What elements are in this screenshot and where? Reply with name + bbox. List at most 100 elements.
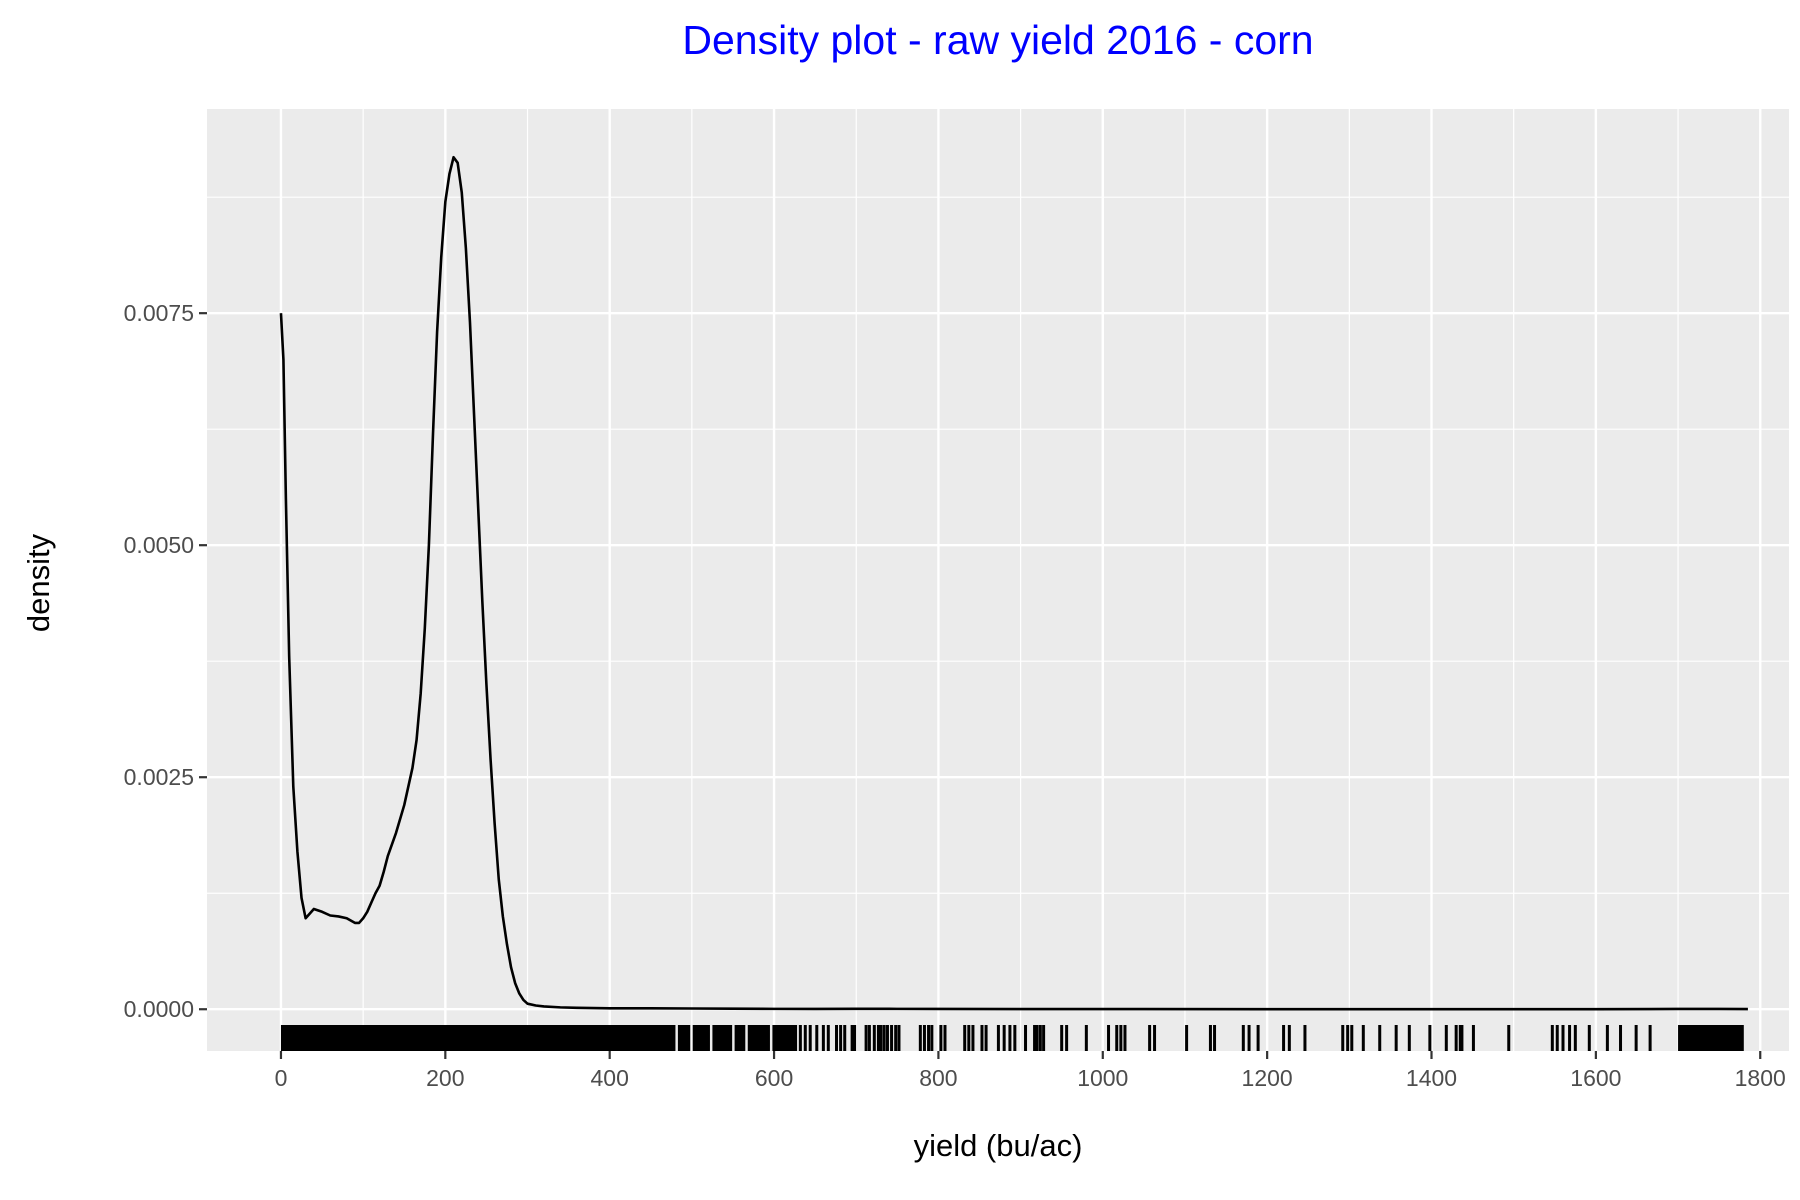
rug-tick [1282,1025,1286,1051]
rug-tick [1084,1025,1088,1051]
rug-tick [1185,1025,1189,1051]
rug-tick [927,1025,931,1051]
rug-tick [1394,1025,1398,1051]
rug-tick [1361,1025,1365,1051]
rug-tick [971,1025,975,1051]
y-axis-title: density [21,533,56,632]
rug-tick [1378,1025,1382,1051]
rug-tick [1587,1025,1591,1051]
rug-tick [918,1025,922,1051]
rug-tick [1002,1025,1006,1051]
x-tick-label: 600 [755,1065,793,1091]
x-axis-title: yield (bu/ac) [914,1128,1083,1163]
rug-tick [897,1025,901,1051]
rug-tick [1287,1025,1291,1051]
rug-band [712,1025,733,1051]
y-tick-label: 0.0050 [124,532,194,558]
rug-tick [798,1025,802,1051]
rug-tick [1241,1025,1245,1051]
chart-title: Density plot - raw yield 2016 - corn [682,17,1313,63]
rug-band [280,1025,676,1051]
rug-tick [1605,1025,1609,1051]
rug-tick [1454,1025,1458,1051]
rug-tick [922,1025,926,1051]
rug-tick [1507,1025,1511,1051]
rug-tick [1042,1025,1046,1051]
rug-tick [1555,1025,1559,1051]
rug-tick [1148,1025,1152,1051]
rug-tick [839,1025,843,1051]
rug-tick [885,1025,889,1051]
rug-band [692,1025,710,1051]
rug-tick [894,1025,898,1051]
plot-panel [207,109,1789,1051]
rug-tick [803,1025,807,1051]
x-tick-label: 1000 [1077,1065,1128,1091]
rug-tick [1060,1025,1064,1051]
rug-tick [980,1025,984,1051]
rug-tick [826,1025,830,1051]
x-tick-label: 1400 [1406,1065,1457,1091]
rug-tick [984,1025,988,1051]
rug-tick [1256,1025,1260,1051]
rug-tick [1350,1025,1354,1051]
x-tick-label: 200 [426,1065,464,1091]
y-tick-label: 0.0000 [124,996,194,1022]
rug-tick [1573,1025,1577,1051]
rug-tick [996,1025,1000,1051]
rug-tick [939,1025,943,1051]
density-line [279,155,1748,1011]
x-tick-label: 1200 [1242,1065,1293,1091]
rug-tick [1035,1025,1039,1051]
x-tick-label: 1600 [1570,1065,1621,1091]
rug-tick [815,1025,819,1051]
panel-background [207,109,1789,1051]
rug-tick [850,1025,854,1051]
rug-tick [843,1025,847,1051]
rug-tick [876,1025,880,1051]
rug-tick [1471,1025,1475,1051]
rug-band [772,1025,798,1051]
rug-band [747,1025,770,1051]
axes: 0 200 400 600 800 1000 1200 1400 1600 1800 0.0000 0… [124,300,1786,1091]
rug-tick [967,1025,971,1051]
x-tick-label: 800 [919,1065,957,1091]
rug-tick [943,1025,947,1051]
y-tick-label: 0.0075 [124,300,194,326]
rug-tick [853,1025,857,1051]
rug-marks [280,1025,1744,1051]
rug-tick [821,1025,825,1051]
rug-tick [1107,1025,1111,1051]
rug-tick [1444,1025,1448,1051]
rug-tick [1153,1025,1157,1051]
rug-tick [1568,1025,1572,1051]
rug-band [734,1025,746,1051]
rug-tick [1460,1025,1464,1051]
rug-tick [864,1025,868,1051]
rug-tick [1648,1025,1652,1051]
grid-lines [207,109,1789,1051]
rug-tick [1458,1025,1462,1051]
rug-tick [1561,1025,1565,1051]
rug-tick [1013,1025,1017,1051]
rug-tick [1038,1025,1042,1051]
rug-band [1678,1025,1744,1051]
rug-band [677,1025,691,1051]
rug-tick [1033,1025,1037,1051]
rug-tick [1407,1025,1411,1051]
rug-tick [1634,1025,1638,1051]
rug-tick [1213,1025,1217,1051]
rug-tick [930,1025,934,1051]
rug-tick [808,1025,812,1051]
rug-tick [1008,1025,1012,1051]
rug-tick [1247,1025,1251,1051]
y-tick-label: 0.0025 [124,764,194,790]
rug-tick [1065,1025,1069,1051]
rug-tick [867,1025,871,1051]
rug-tick [1619,1025,1623,1051]
rug-tick [1024,1025,1028,1051]
rug-tick [1119,1025,1123,1051]
x-tick-label: 0 [275,1065,288,1091]
rug-tick [1428,1025,1432,1051]
